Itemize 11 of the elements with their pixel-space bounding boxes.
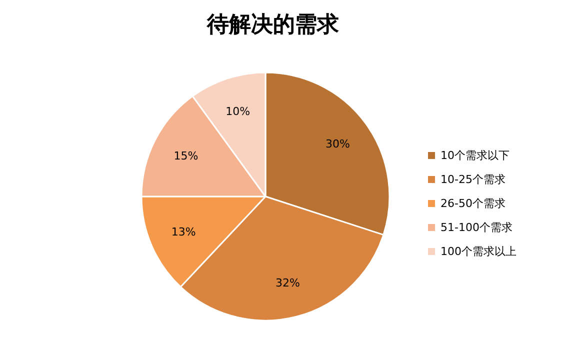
data-label: 30% — [326, 138, 350, 151]
data-label: 15% — [174, 149, 198, 162]
legend-label: 10-25个需求 — [440, 173, 506, 186]
legend-label: 26-50个需求 — [440, 197, 506, 210]
data-label: 10% — [226, 105, 250, 118]
legend-label: 10个需求以下 — [440, 149, 510, 162]
data-label: 13% — [171, 225, 196, 238]
legend-label: 51-100个需求 — [440, 221, 512, 234]
legend-label: 100个需求以上 — [440, 245, 516, 258]
data-label: 32% — [275, 276, 300, 290]
chart-title: 待解决的需求 — [206, 12, 340, 38]
